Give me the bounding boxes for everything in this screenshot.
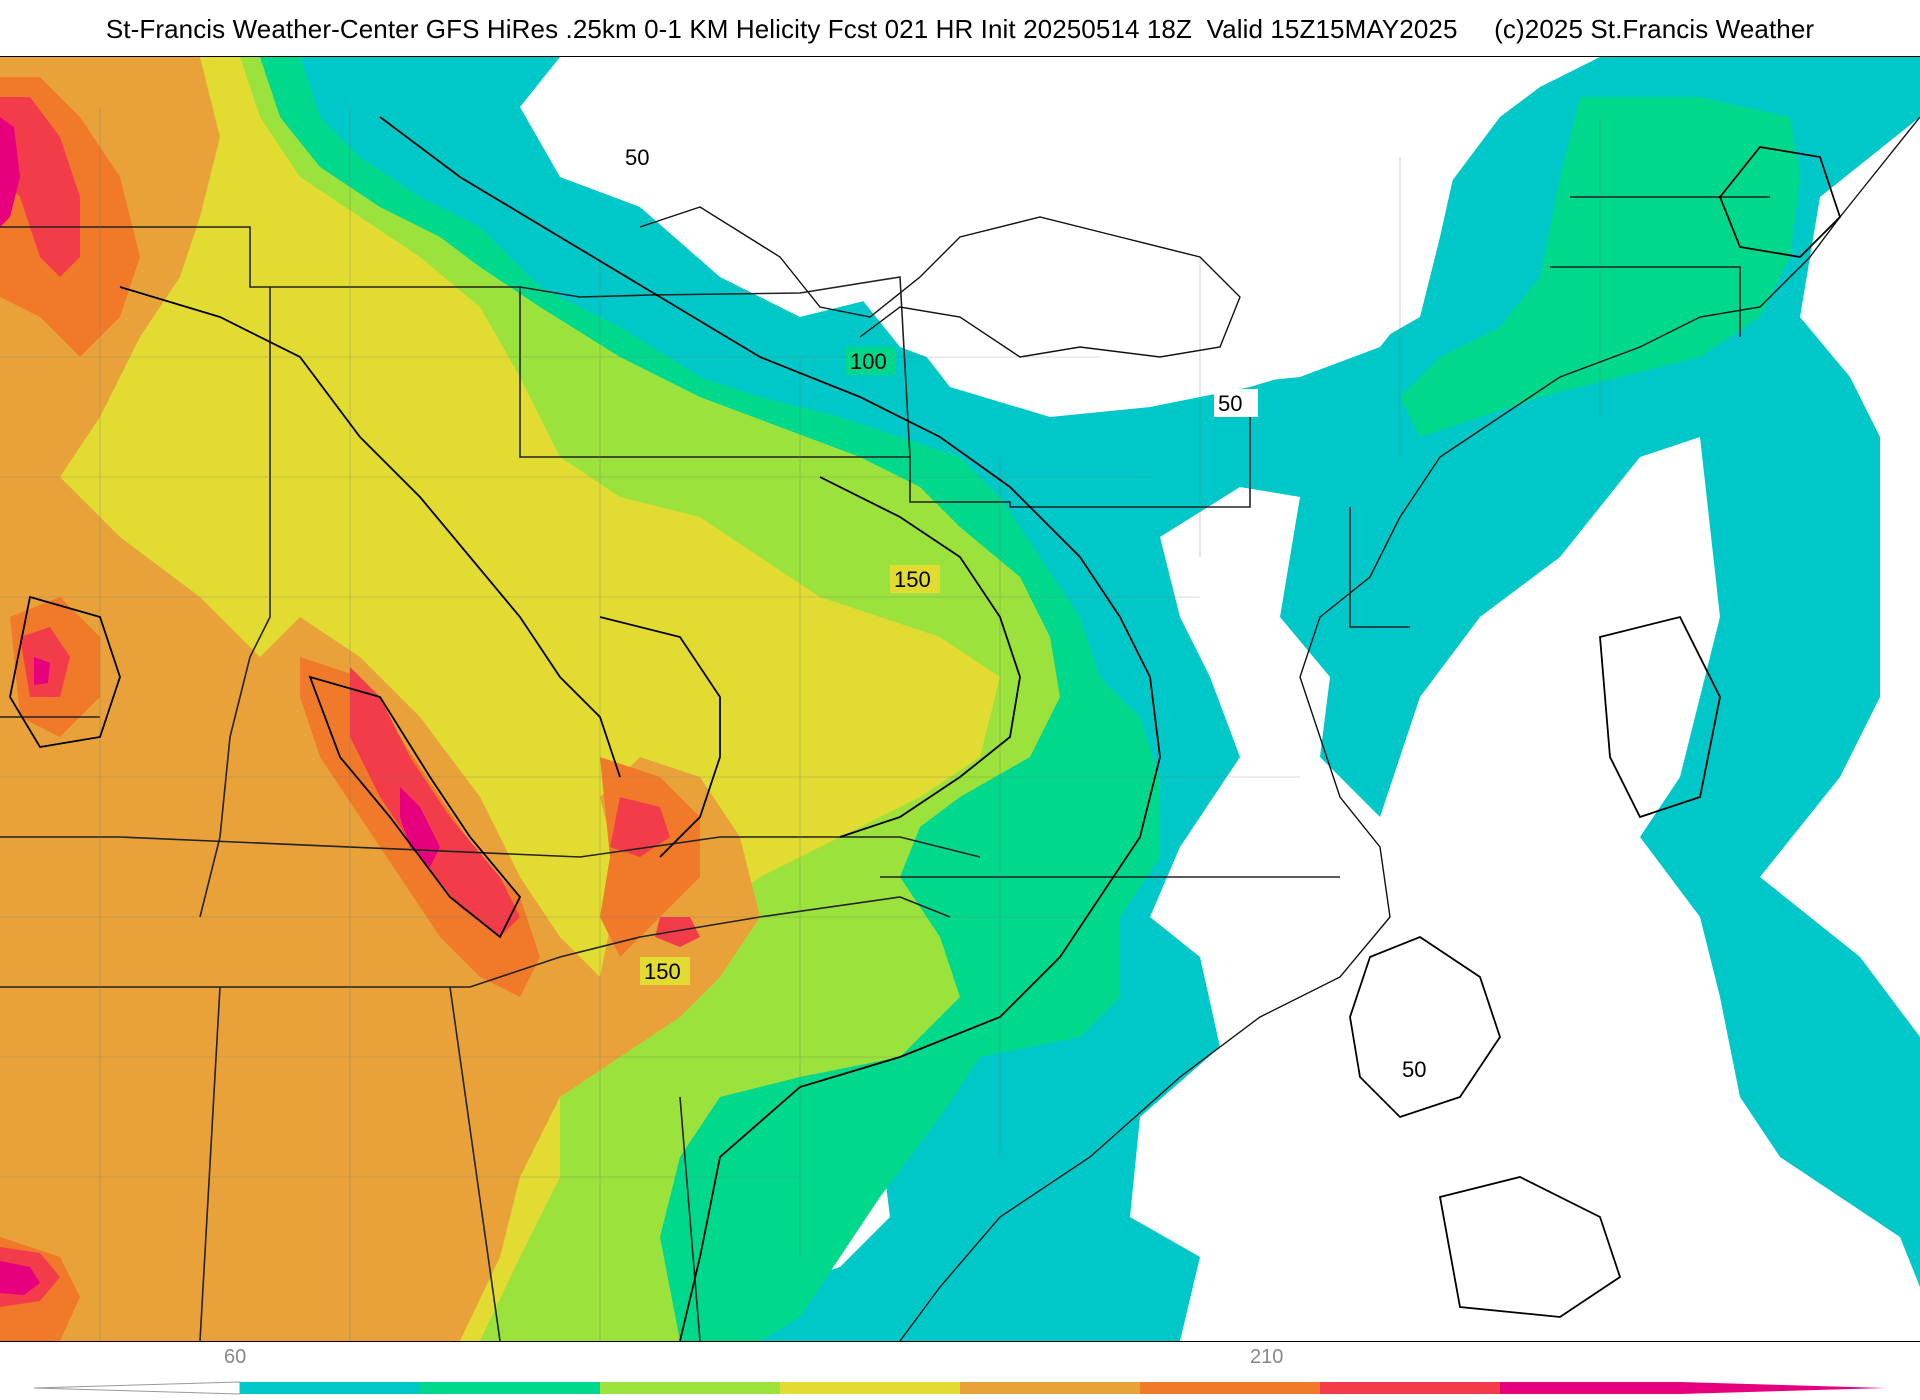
map-canvas: 50 100 150 150 50 50 [0, 57, 1920, 1341]
title-copyright: (c)2025 St.Francis Weather [1494, 14, 1815, 44]
legend-swatch [420, 1382, 601, 1394]
legend-swatch [780, 1382, 961, 1394]
north-clear-region [560, 57, 1580, 397]
contour-label-150-east: 150 [894, 567, 931, 592]
fill-very-high-ridge [350, 667, 520, 937]
state-borders [0, 196, 1770, 1341]
fill-extreme-ridge [400, 787, 440, 867]
contour-label-50-atlantic: 50 [1402, 1057, 1426, 1082]
legend-swatch [240, 1382, 421, 1394]
legend-tick-label: 60 [224, 1346, 247, 1368]
fill-very-high-spot-east [610, 797, 670, 857]
title-product: St-Francis Weather-Center GFS HiRes .25k… [105, 14, 1192, 44]
fill-high-southwest [0, 1017, 420, 1341]
legend-swatch [600, 1382, 781, 1394]
legend-swatch [1500, 1382, 1681, 1394]
legend-swatches [240, 1382, 1681, 1394]
fill-extreme-west [34, 657, 50, 685]
legend-arrow-right [1680, 1382, 1886, 1394]
fill-very-high-north [0, 97, 80, 277]
contour-label-50-north: 50 [625, 145, 649, 170]
legend-tick-label: 210 [1250, 1346, 1284, 1368]
legend-bar [33, 1381, 1886, 1395]
fill-extreme-north [0, 117, 20, 227]
county-lines [0, 107, 1601, 1341]
helicity-map: 50 100 150 150 50 50 [0, 56, 1920, 1342]
fill-extreme-southwest [0, 1261, 40, 1295]
legend-swatch [1140, 1382, 1321, 1394]
legend-swatch [1320, 1382, 1501, 1394]
contour-labels: 50 100 150 150 50 50 [620, 143, 1442, 1083]
great-lakes-shoreline [639, 206, 1241, 358]
legend-swatch [960, 1382, 1141, 1394]
map-title: St-Francis Weather-Center GFS HiRes .25k… [0, 14, 1920, 45]
helicity-contours [9, 116, 1842, 1341]
fill-very-high-spot-south [655, 917, 700, 947]
contour-label-50-east: 50 [1218, 391, 1242, 416]
contour-label-150-south: 150 [644, 959, 681, 984]
ocean-clear-region [1130, 437, 1920, 1341]
coastline [899, 116, 1920, 1341]
title-valid: Valid 15Z15MAY2025 [1206, 14, 1458, 44]
legend-arrow-left [33, 1381, 241, 1395]
contour-label-100: 100 [850, 349, 887, 374]
color-legend: 60 210 [0, 1340, 1920, 1400]
